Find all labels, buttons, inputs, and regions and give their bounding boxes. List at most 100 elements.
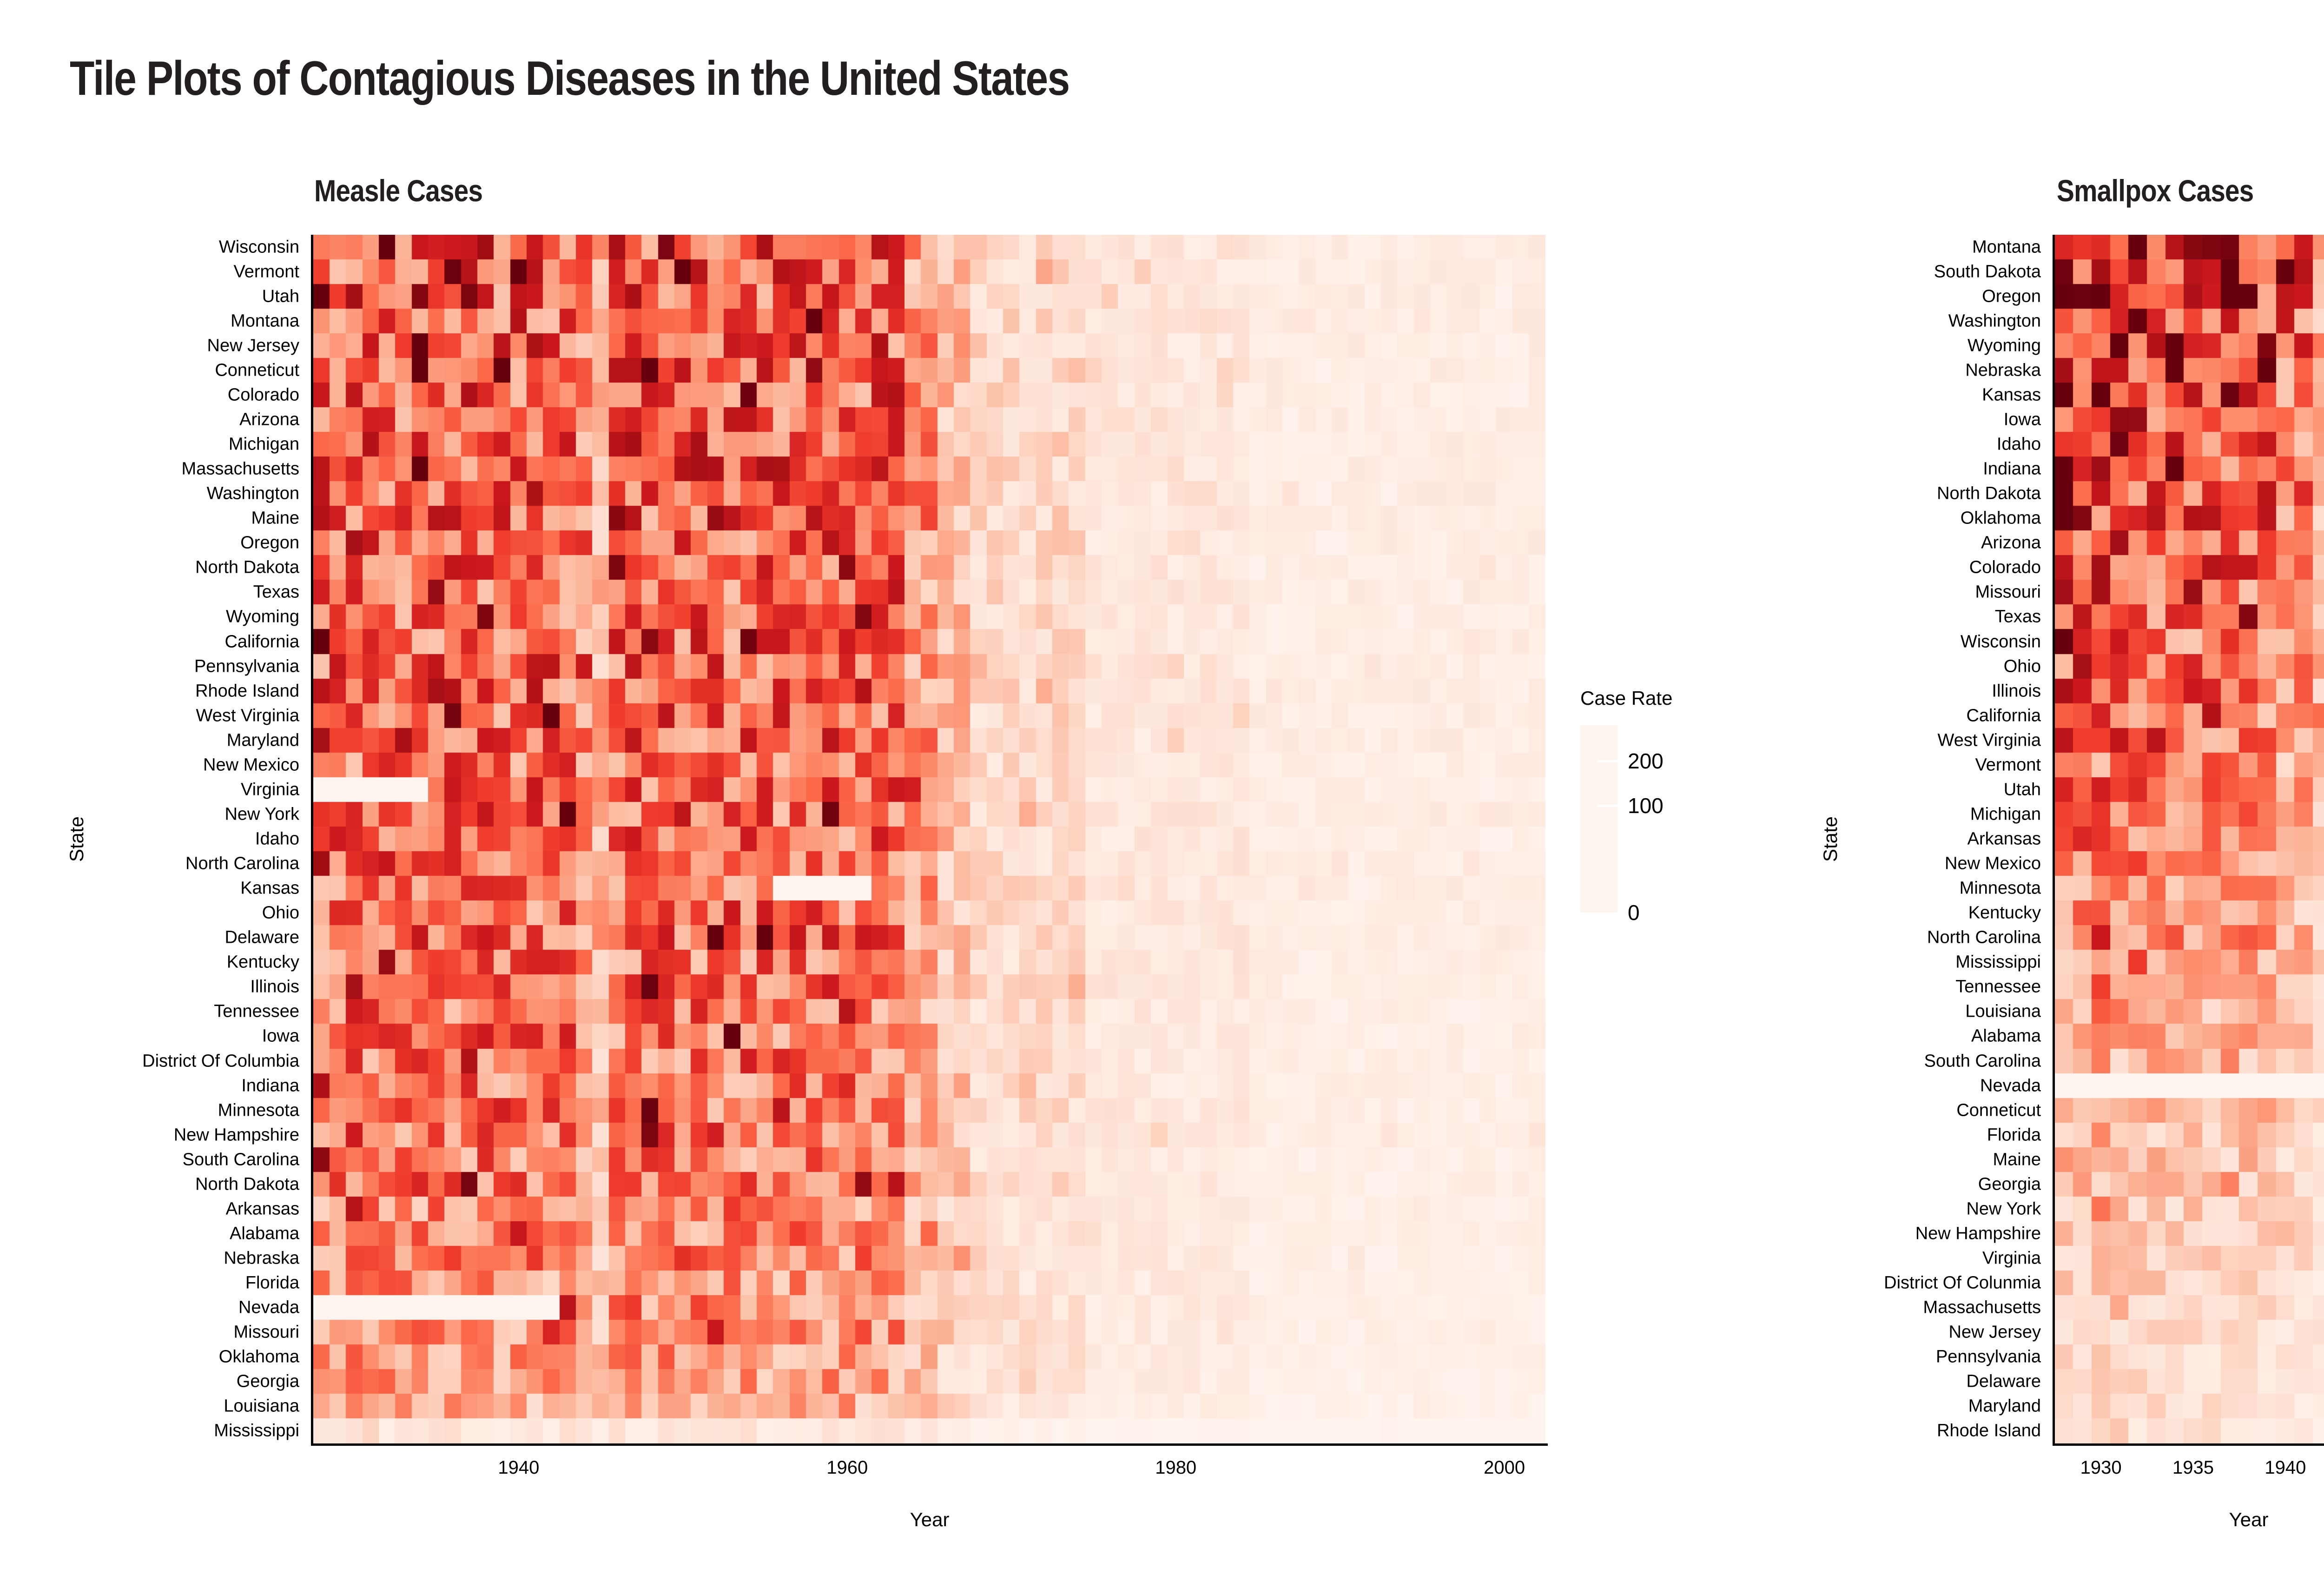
y-axis-label: Wisconsin [218, 237, 299, 257]
y-axis-label: Alabama [230, 1224, 299, 1244]
y-axis-label: North Carolina [185, 854, 299, 874]
x-tick-label: 1935 [2172, 1457, 2214, 1478]
measles-heatmap-canvas [313, 235, 1545, 1443]
y-axis-label: Illinois [1992, 681, 2041, 701]
y-axis-label: West Virginia [1937, 730, 2041, 750]
y-axis-label: New York [224, 804, 299, 824]
y-axis-label: Rhode Island [195, 681, 299, 701]
y-axis-label: Idaho [1996, 434, 2041, 454]
y-axis-label: Indiana [241, 1076, 299, 1096]
y-axis-label: Texas [253, 582, 299, 602]
legend-tick-line [1597, 760, 1618, 763]
y-axis-label: Alabama [1971, 1026, 2041, 1046]
y-axis-label: New Mexico [1945, 854, 2041, 874]
y-axis-label: Colorado [227, 385, 299, 405]
y-axis-label: Tennessee [214, 1001, 299, 1021]
x-tick-label: 1940 [2265, 1457, 2306, 1478]
measles-x-axis-line [311, 1443, 1548, 1446]
y-axis-label: South Carolina [1924, 1051, 2041, 1071]
smallpox-x-axis-title: Year [2229, 1509, 2269, 1530]
y-axis-label: Missouri [233, 1322, 299, 1342]
y-axis-label: Conneticut [1956, 1100, 2041, 1120]
measles-y-axis-title: State [66, 816, 87, 862]
y-axis-label: Georgia [1978, 1174, 2041, 1194]
y-axis-label: Arkansas [225, 1199, 299, 1219]
y-axis-label: Montana [1972, 237, 2041, 257]
y-axis-label: Kentucky [226, 952, 299, 972]
y-axis-label: New Jersey [207, 336, 300, 356]
y-axis-label: Nevada [238, 1297, 299, 1317]
y-axis-label: Arizona [1981, 533, 2041, 553]
legend-tick-label: 200 [1628, 749, 1664, 774]
y-axis-label: Washington [1948, 311, 2041, 331]
smallpox-panel-title: Smallpox Cases [2057, 173, 2254, 208]
y-axis-label: Vermont [1975, 755, 2041, 775]
y-axis-label: Minnesota [1959, 878, 2041, 898]
y-axis-label: Kansas [1982, 385, 2041, 405]
y-axis-label: Maine [1993, 1150, 2041, 1170]
y-axis-label: Maryland [1968, 1396, 2041, 1416]
y-axis-label: Iowa [262, 1026, 299, 1046]
y-axis-label: New Jersey [1948, 1322, 2041, 1342]
y-axis-label: Oklahoma [218, 1347, 299, 1367]
y-axis-label: Oklahoma [1960, 508, 2041, 528]
y-axis-label: New Mexico [203, 755, 299, 775]
y-axis-label: Delaware [1966, 1371, 2041, 1391]
y-axis-label: Mississippi [1955, 952, 2041, 972]
y-axis-label: Louisiana [224, 1396, 299, 1416]
y-axis-label: Arkansas [1967, 829, 2041, 849]
measles-legend-title: Case Rate [1580, 687, 1673, 709]
y-axis-label: North Dakota [1937, 483, 2041, 503]
y-axis-label: Massachusetts [181, 459, 299, 479]
y-axis-label: Ohio [262, 903, 299, 923]
y-axis-label: New York [1966, 1199, 2041, 1219]
y-axis-label: Louisiana [1965, 1001, 2041, 1021]
y-axis-label: South Dakota [1934, 262, 2041, 282]
x-tick-label: 1960 [826, 1457, 868, 1478]
y-axis-label: Virginia [240, 780, 299, 800]
y-axis-label: Iowa [2003, 410, 2041, 430]
y-axis-label: West Virginia [196, 706, 299, 726]
y-axis-label: Kansas [240, 878, 299, 898]
measles-legend-gradient-bar [1580, 725, 1618, 913]
y-axis-label: Ohio [2003, 656, 2041, 676]
y-axis-label: Nevada [1980, 1076, 2041, 1096]
y-axis-label: Delaware [224, 927, 299, 947]
measles-panel-title: Measle Cases [314, 173, 483, 208]
y-axis-label: Wyoming [225, 607, 299, 627]
y-axis-label: North Dakota [195, 1174, 299, 1194]
x-tick-label: 2000 [1484, 1457, 1525, 1478]
y-axis-label: Oregon [240, 533, 299, 553]
y-axis-label: Colorado [1969, 557, 2041, 577]
y-axis-label: Arizona [239, 410, 299, 430]
y-axis-label: Michigan [228, 434, 299, 454]
y-axis-label: Maine [251, 508, 300, 528]
y-axis-label: Indiana [1983, 459, 2041, 479]
measles-x-axis-title: Year [910, 1509, 950, 1530]
smallpox-y-axis-line [2053, 235, 2055, 1446]
page-title: Tile Plots of Contagious Diseases in the… [70, 52, 1070, 106]
y-axis-label: Texas [1994, 607, 2041, 627]
measles-y-axis-line [311, 235, 313, 1446]
y-axis-label: Utah [2003, 780, 2041, 800]
smallpox-heatmap-canvas [2055, 235, 2324, 1443]
y-axis-label: South Carolina [182, 1150, 299, 1170]
y-axis-label: California [224, 632, 299, 651]
y-axis-label: Montana [231, 311, 299, 331]
y-axis-label: Idaho [255, 829, 299, 849]
y-axis-label: Minnesota [218, 1100, 299, 1120]
y-axis-label: Massachusetts [1923, 1297, 2041, 1317]
y-axis-label: Illinois [250, 977, 299, 997]
y-axis-label: North Carolina [1927, 927, 2041, 947]
y-axis-label: Vermont [233, 262, 299, 282]
y-axis-label: Florida [1987, 1125, 2041, 1145]
y-axis-label: Maryland [226, 730, 299, 750]
y-axis-label: District Of Colunmia [1884, 1273, 2041, 1293]
y-axis-label: Oregon [1982, 286, 2041, 306]
y-axis-label: New Hampshire [1915, 1224, 2041, 1244]
x-tick-label: 1930 [2080, 1457, 2122, 1478]
y-axis-label: Missouri [1975, 582, 2041, 602]
y-axis-label: Florida [245, 1273, 299, 1293]
smallpox-y-axis-title: State [1819, 816, 1841, 862]
